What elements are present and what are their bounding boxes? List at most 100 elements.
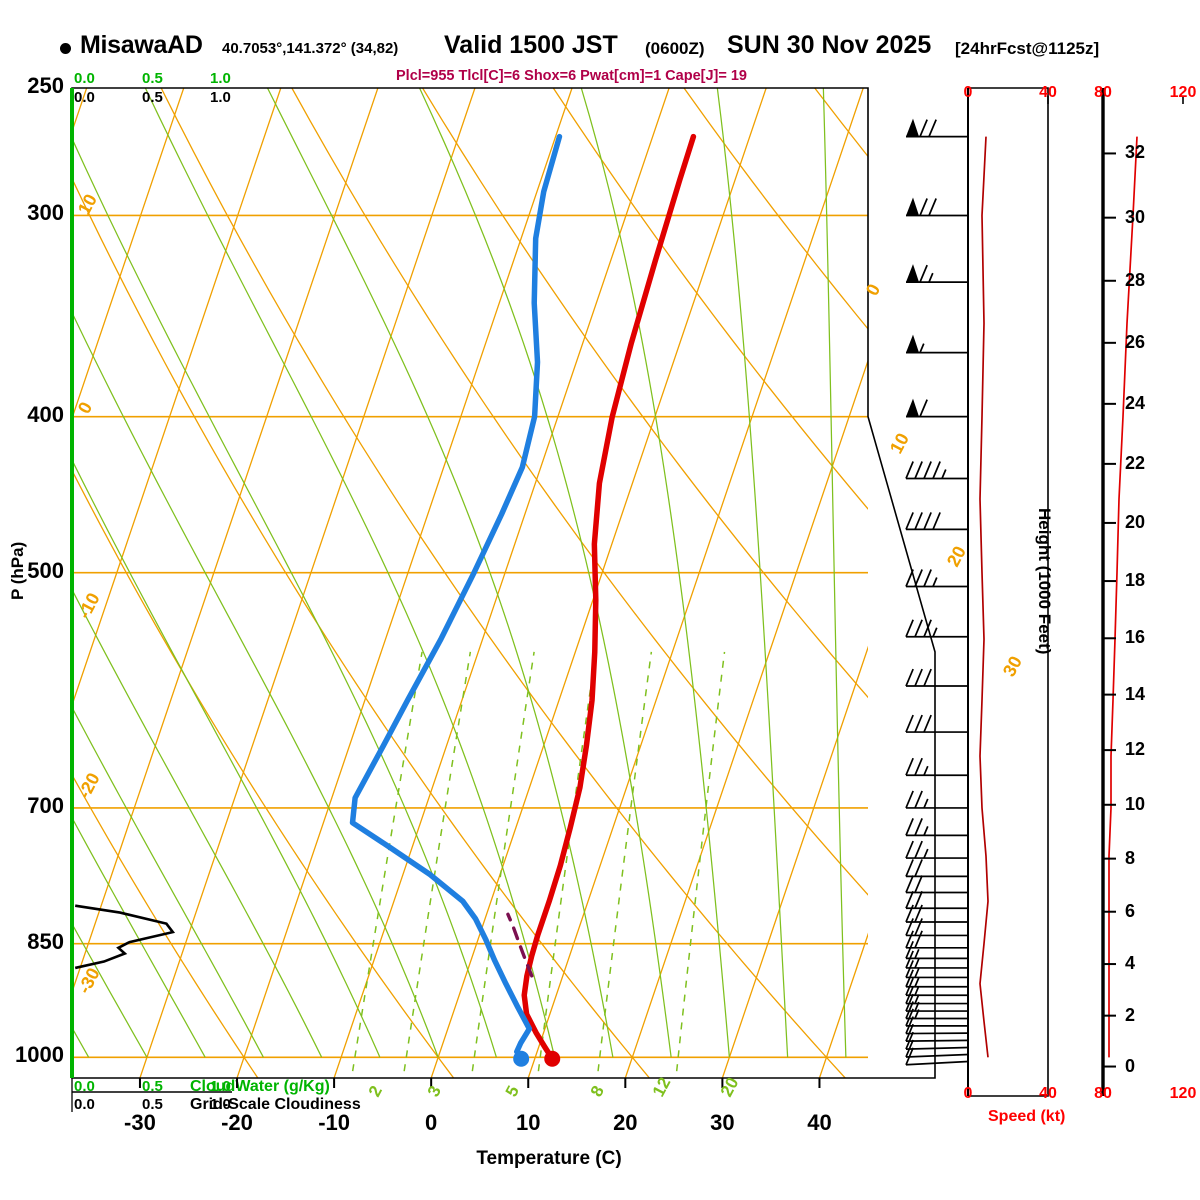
- wind-barb: [906, 118, 968, 138]
- speed-tick-label-top: 120: [1169, 84, 1197, 101]
- station-coordinates: 40.7053°,141.372° (34,82): [222, 40, 399, 57]
- temperature-axis-label: Temperature (C): [476, 1148, 622, 1169]
- isotherm-label-right: 10: [886, 430, 913, 457]
- height-tick-label: 2: [1125, 1004, 1136, 1025]
- pressure-tick-label: 700: [27, 792, 64, 818]
- height-tick-label: 10: [1125, 793, 1146, 814]
- height-tick-label: 26: [1125, 331, 1146, 352]
- isotherm-label-left: -20: [74, 770, 104, 802]
- cloudwater-tick-label-top: 0.5: [142, 70, 163, 87]
- wind-barb: [905, 941, 968, 960]
- height-tick-label: 0: [1125, 1055, 1136, 1076]
- wind-barb: [905, 512, 968, 531]
- stability-indices: Plcl=955 Tlcl[C]=6 Shox=6 Pwat[cm]=1 Cap…: [396, 68, 747, 84]
- station-marker-dot: [60, 43, 71, 54]
- temperature-tick-label: 30: [710, 1110, 735, 1135]
- valid-time: Valid 1500 JST: [444, 31, 618, 59]
- pressure-tick-label: 500: [27, 557, 64, 583]
- wind-barb: [905, 950, 968, 969]
- speed-tick-label-bottom: 0: [963, 1085, 973, 1102]
- temperature-tick-label: 20: [613, 1110, 638, 1135]
- wind-barb: [905, 918, 968, 937]
- speed-tick-label-top: 80: [1094, 84, 1112, 101]
- speed-tick-label-bottom: 40: [1039, 1085, 1057, 1102]
- wind-barb: [906, 334, 968, 354]
- wind-barb: [905, 1031, 969, 1050]
- cloudiness-curve: [74, 904, 176, 970]
- wind-barb: [905, 818, 968, 837]
- height-tick-label: 6: [1125, 900, 1136, 921]
- pressure-tick-label: 400: [27, 401, 64, 427]
- wind-barb: [905, 960, 968, 979]
- wind-barb: [905, 859, 968, 878]
- forecast-note: [24hrFcst@1125z]: [955, 39, 1100, 58]
- speed-tick-label-bottom: 120: [1169, 1085, 1197, 1102]
- temperature-tick-label: 10: [515, 1110, 541, 1135]
- wind-barb: [906, 264, 968, 283]
- speed-tick-label-bottom: 80: [1094, 1085, 1112, 1102]
- height-tick-label: 4: [1125, 953, 1136, 974]
- cloudwater-tick-label-bottom: 1.0: [210, 1078, 231, 1095]
- isotherm-label-left: 0: [74, 399, 96, 417]
- cloudiness-tick-label-bottom: 0.5: [142, 1096, 163, 1113]
- cloudiness-tick-label-top: 0.0: [74, 89, 95, 106]
- wind-barb: [905, 840, 968, 859]
- wind-barb: [905, 993, 968, 1012]
- isotherm-label-left: -30: [74, 965, 104, 997]
- cloudiness-axis-label: Grid-Scale Cloudiness: [190, 1096, 361, 1113]
- pressure-tick-label: 850: [27, 928, 64, 954]
- cloudiness-tick-label-top: 1.0: [210, 89, 231, 106]
- wind-barb: [905, 890, 968, 910]
- wind-barb: [905, 668, 968, 687]
- wind-barb: [905, 1001, 968, 1020]
- cloudwater-tick-label-bottom: 0.0: [74, 1078, 95, 1095]
- cloudwater-tick-label-bottom: 0.5: [142, 1078, 163, 1095]
- wind-barb: [905, 986, 968, 1005]
- wind-barb: [905, 461, 968, 480]
- mixing-ratio-label: 2: [365, 1083, 386, 1100]
- wind-barb: [905, 790, 968, 809]
- wind-barb: [905, 714, 968, 733]
- wind-barb: [905, 977, 968, 997]
- cloudwater-tick-label-top: 0.0: [74, 70, 95, 87]
- speed-axis-label: Speed (kt): [988, 1108, 1066, 1125]
- wind-barb: [905, 875, 968, 894]
- wind-barb: [905, 569, 968, 588]
- temperature-tick-label: 40: [807, 1110, 832, 1135]
- cloudwater-axis-label: CloudWater (g/Kg): [190, 1078, 330, 1095]
- height-tick-label: 20: [1125, 511, 1146, 532]
- wind-barb: [905, 1016, 969, 1035]
- height-tick-label: 18: [1125, 570, 1146, 591]
- mixing-ratio-label: 5: [502, 1083, 523, 1100]
- height-tick-label: 28: [1125, 269, 1146, 290]
- pressure-tick-label: 250: [27, 73, 64, 98]
- wind-barb: [905, 619, 968, 638]
- dewpoint-surface: [513, 1050, 530, 1067]
- mixing-ratio-label: 3: [424, 1083, 445, 1100]
- wind-barb: [905, 1039, 969, 1058]
- temperature-tick-label: -30: [124, 1110, 156, 1135]
- speed-tick-label-top: 0: [963, 84, 973, 101]
- isotherm-label-left: -10: [74, 590, 104, 622]
- cloudiness-tick-label-top: 0.5: [142, 89, 163, 106]
- wind-barb: [906, 197, 968, 217]
- cloudiness-tick-label-bottom: 0.0: [74, 1096, 95, 1113]
- isotherm-label-right: 20: [943, 543, 970, 570]
- isotherm-label-left: 10: [74, 191, 101, 218]
- wind-barb: [905, 1047, 969, 1066]
- isotherm-label-right: 0: [862, 281, 884, 299]
- wind-barb: [905, 904, 968, 923]
- speed-curve: [979, 136, 989, 1058]
- cloudiness-tick-label-bottom: 1.0: [210, 1096, 231, 1113]
- temperature-tick-label: -10: [318, 1110, 350, 1135]
- isotherm-label-right: 30: [999, 653, 1026, 680]
- temperature-tick-label: -20: [221, 1110, 253, 1135]
- mixing-ratio-label: 8: [587, 1083, 608, 1100]
- temperature-tick-label: 0: [425, 1110, 438, 1135]
- height-tick-label: 22: [1125, 452, 1146, 473]
- valid-time-zulu: (0600Z): [645, 39, 705, 58]
- height-tick-label: 24: [1125, 392, 1146, 413]
- height-tick-label: 30: [1125, 206, 1146, 227]
- wind-barb: [905, 757, 968, 777]
